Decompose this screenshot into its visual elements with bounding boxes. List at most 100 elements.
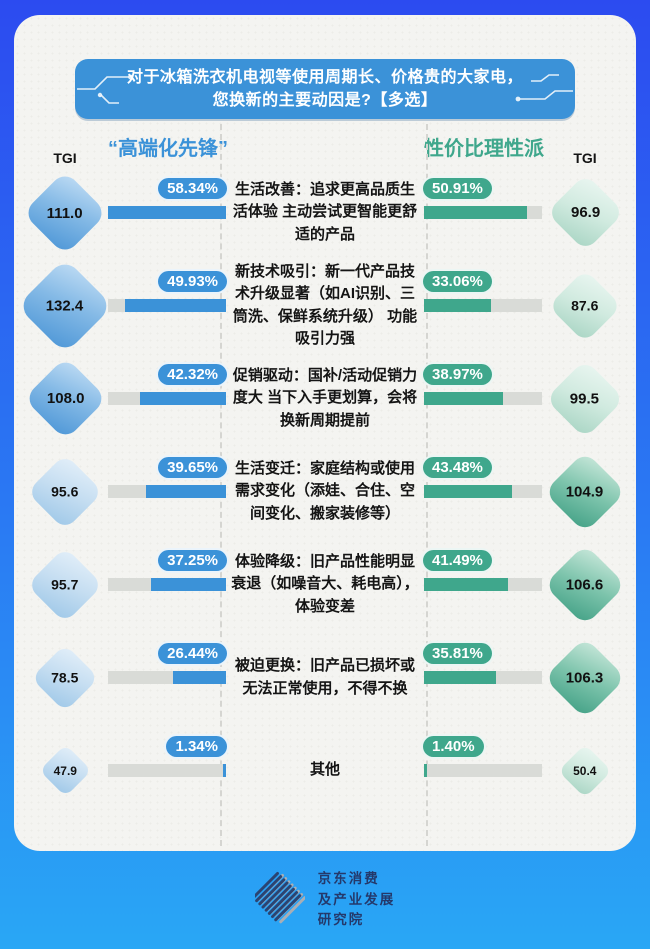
table-row: 108.0 42.32% 促销驱动：国补/活动促销力度大 当下入手更划算，会将换… [22, 352, 628, 445]
org-line2: 及产业发展 [317, 891, 396, 907]
group-title-right: 性价比理性派 [424, 138, 544, 160]
tgi-diamond-right-cell: 104.9 [542, 450, 628, 533]
percent-badge-left: 1.34% [164, 734, 229, 759]
category-cell: 生活改善：追求更高品质生活体验 主动尝试更智能更舒适的产品 [226, 179, 424, 247]
org-line1: 京东消费 [317, 870, 380, 886]
tgi-diamond-left: 78.5 [31, 643, 99, 712]
banner-title-line1: 对于冰箱洗衣机电视等使用周期长、价格贵的大家电， [126, 69, 523, 86]
tgi-diamond-left-cell: 95.7 [22, 546, 108, 623]
tgi-diamond-left: 95.6 [26, 453, 104, 530]
tgi-diamond-right-cell: 87.6 [542, 268, 628, 343]
tgi-diamond-left-cell: 78.5 [22, 643, 108, 712]
tgi-value-right: 50.4 [573, 763, 597, 778]
tgi-value-right: 96.9 [570, 203, 600, 221]
bar-fill-right [424, 764, 427, 777]
category-label: 促销驱动：国补/活动促销力度大 当下入手更划算，会将换新周期提前 [232, 366, 418, 429]
bar-fill-left [108, 206, 226, 219]
bar-track-left [108, 764, 226, 777]
tgi-diamond-right-cell: 50.4 [542, 743, 628, 798]
tgi-value-left: 95.7 [51, 576, 79, 593]
table-row: 78.5 26.44% 被迫更换：旧产品已损坏或无法正常使用，不得不换 35.8… [22, 631, 628, 724]
percent-badge-right: 35.81% [421, 641, 494, 666]
percent-badge-right: 50.91% [421, 176, 494, 201]
bar-left-cell: 49.93% [108, 269, 229, 312]
tgi-diamond-left-cell: 111.0 [22, 170, 108, 255]
bar-fill-right [424, 206, 527, 219]
bar-left-cell: 26.44% [108, 641, 229, 684]
category-cell: 其他 [226, 759, 424, 782]
category-label: 生活变迁：家庭结构或使用需求变化（添娃、合住、空间变化、搬家装修等） [234, 459, 415, 522]
tgi-value-right: 87.6 [571, 297, 599, 314]
bar-fill-left [140, 392, 226, 405]
bar-right-cell: 43.48% [421, 455, 542, 498]
tgi-diamond-left-cell: 95.6 [22, 453, 108, 530]
tgi-diamond-right-cell: 96.9 [542, 173, 628, 252]
tgi-diamond-right: 104.9 [543, 450, 627, 533]
tgi-value-right: 104.9 [566, 482, 604, 500]
percent-badge-left: 37.25% [156, 548, 229, 573]
tgi-diamond-left-cell: 132.4 [16, 257, 114, 354]
bar-right-cell: 33.06% [421, 269, 542, 312]
tgi-value-left: 111.0 [47, 203, 83, 221]
category-cell: 新技术吸引：新一代产品技术升级显著（如AI识别、三筒洗、保鲜系统升级） 功能吸引… [226, 261, 424, 351]
bar-fill-right [424, 671, 497, 684]
bar-fill-left [145, 485, 226, 498]
bar-fill-left [223, 764, 226, 777]
banner-title-line2: 您换新的主要动因是?【多选】 [212, 92, 438, 109]
tgi-value-left: 132.4 [46, 296, 84, 314]
table-row: 111.0 58.34% 生活改善：追求更高品质生活体验 主动尝试更智能更舒适的… [22, 166, 628, 259]
category-cell: 生活变迁：家庭结构或使用需求变化（添娃、合住、空间变化、搬家装修等） [226, 458, 424, 526]
bar-left-cell: 39.65% [108, 455, 229, 498]
rows: 111.0 58.34% 生活改善：追求更高品质生活体验 主动尝试更智能更舒适的… [14, 124, 636, 846]
percent-badge-right: 43.48% [421, 455, 494, 480]
tgi-diamond-left: 47.9 [38, 744, 92, 797]
tgi-diamond-right: 106.6 [543, 543, 627, 626]
tgi-diamond-right-cell: 106.6 [542, 543, 628, 626]
tgi-diamond-left: 111.0 [22, 170, 108, 255]
tgi-diamond-right: 106.3 [543, 636, 627, 719]
tgi-diamond-left: 95.7 [26, 546, 104, 623]
category-cell: 促销驱动：国补/活动促销力度大 当下入手更划算，会将换新周期提前 [226, 365, 424, 433]
tgi-value-left: 95.6 [51, 483, 79, 500]
bar-right-cell: 35.81% [421, 641, 542, 684]
tgi-diamond-right: 50.4 [558, 743, 612, 798]
circuit-decoration-right [515, 74, 573, 102]
category-label: 新技术吸引：新一代产品技术升级显著（如AI识别、三筒洗、保鲜系统升级） 功能吸引… [232, 262, 418, 348]
bar-right-cell: 38.97% [421, 362, 542, 405]
tgi-diamond-right: 99.5 [545, 358, 625, 439]
tgi-label-right: TGI [573, 150, 597, 166]
tgi-value-right: 99.5 [570, 389, 600, 407]
percent-badge-left: 58.34% [156, 176, 229, 201]
percent-badge-left: 42.32% [156, 362, 229, 387]
category-label: 被迫更换：旧产品已损坏或无法正常使用，不得不换 [234, 657, 415, 697]
table-row: 95.6 39.65% 生活变迁：家庭结构或使用需求变化（添娃、合住、空间变化、… [22, 445, 628, 538]
org-name: 京东消费 及产业发展 研究院 [318, 869, 396, 932]
tgi-diamond-left-cell: 47.9 [22, 744, 108, 797]
tgi-diamond-right: 96.9 [546, 173, 624, 252]
percent-badge-right: 33.06% [421, 269, 494, 294]
tgi-diamond-right-cell: 99.5 [542, 358, 628, 439]
category-cell: 被迫更换：旧产品已损坏或无法正常使用，不得不换 [226, 655, 424, 700]
column-headers: TGI “高端化先锋” 性价比理性派 TGI [14, 127, 636, 166]
tgi-diamond-left: 132.4 [16, 257, 114, 354]
bar-right-cell: 41.49% [421, 548, 542, 591]
circuit-decoration-left [77, 74, 133, 104]
table-row: 132.4 49.93% 新技术吸引：新一代产品技术升级显著（如AI识别、三筒洗… [16, 257, 628, 354]
category-label: 体验降级：旧产品性能明显衰退（如噪音大、耗电高），体验变差 [231, 552, 419, 615]
percent-badge-right: 41.49% [421, 548, 494, 573]
bar-fill-right [424, 299, 491, 312]
footer: 京东消费 及产业发展 研究院 [0, 851, 650, 949]
tgi-value-left: 78.5 [51, 669, 79, 686]
bar-fill-right [424, 485, 512, 498]
tgi-value-left: 108.0 [46, 389, 84, 407]
tgi-diamond-right-cell: 106.3 [542, 636, 628, 719]
question-banner: 对于冰箱洗衣机电视等使用周期长、价格贵的大家电， 您换新的主要动因是?【多选】 [75, 59, 575, 119]
bar-left-cell: 37.25% [108, 548, 229, 591]
tgi-value-right: 106.3 [566, 668, 604, 686]
tgi-value-right: 106.6 [566, 575, 604, 593]
category-label: 其他 [309, 761, 340, 779]
tgi-value-left: 47.9 [53, 763, 77, 778]
category-cell: 体验降级：旧产品性能明显衰退（如噪音大、耗电高），体验变差 [226, 551, 424, 619]
bar-fill-left [125, 299, 226, 312]
